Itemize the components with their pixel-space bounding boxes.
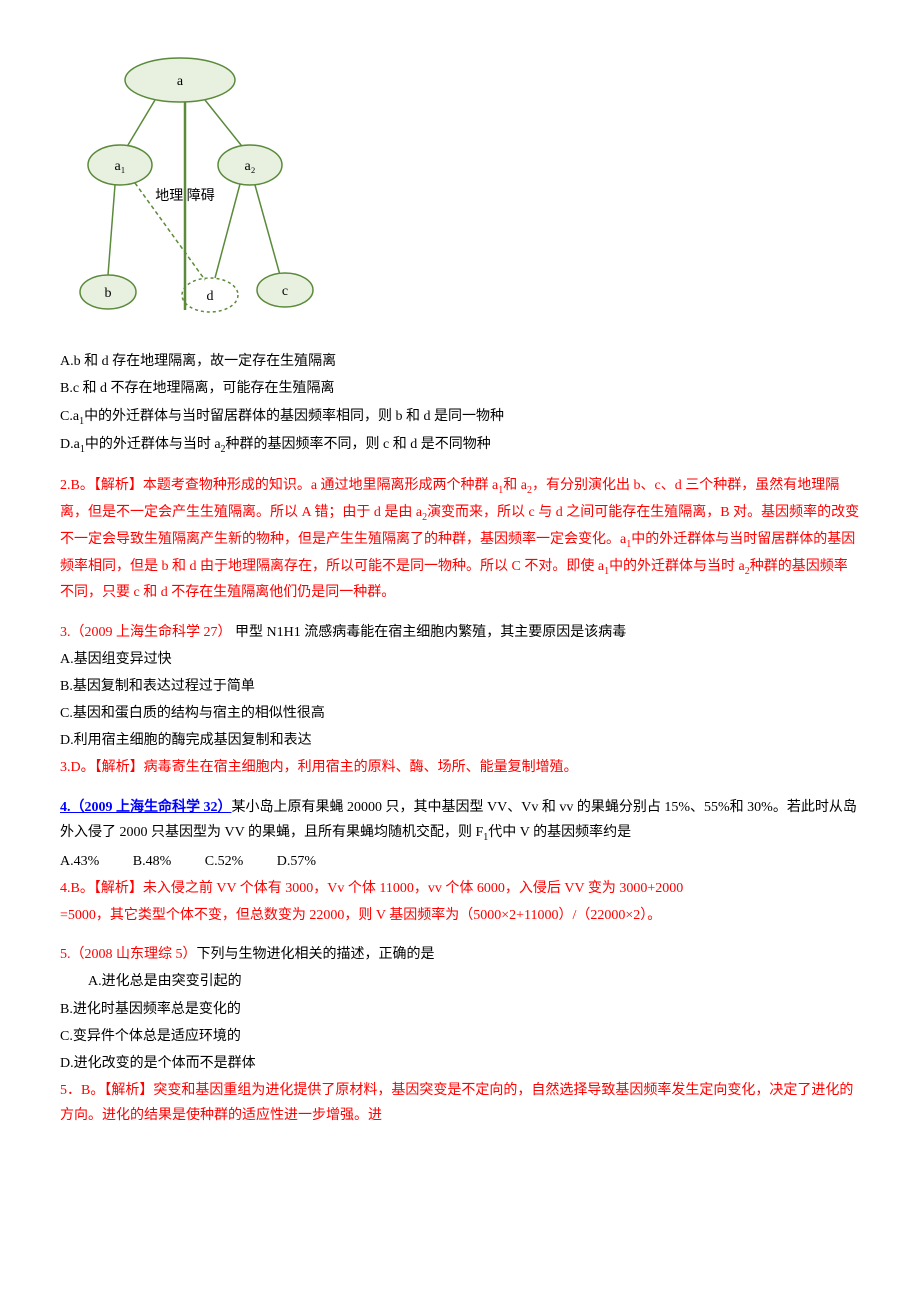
- q3-option-a: A.基因组变异过快: [60, 647, 860, 672]
- svg-text:a: a: [177, 74, 184, 89]
- q5-option-c: C.变异件个体总是适应环境的: [60, 1024, 860, 1049]
- species-diagram: a a₁ a₂ 地理 障碍 b d c: [70, 50, 860, 339]
- question-2-options: A.b 和 d 存在地理隔离，故一定存在生殖隔离 B.c 和 d 不存在地理隔离…: [60, 349, 860, 459]
- q3-option-b: B.基因复制和表达过程过于简单: [60, 674, 860, 699]
- question-4: 4.（2009 上海生命科学 32）某小岛上原有果蝇 20000 只，其中基因型…: [60, 795, 860, 929]
- q2-option-b: B.c 和 d 不存在地理隔离，可能存在生殖隔离: [60, 376, 860, 401]
- q5-option-d: D.进化改变的是个体而不是群体: [60, 1051, 860, 1076]
- svg-text:d: d: [207, 289, 214, 304]
- svg-text:b: b: [105, 286, 112, 301]
- q2-option-c: C.a1中的外迁群体与当时留居群体的基因频率相同，则 b 和 d 是同一物种: [60, 404, 860, 431]
- q4-option-a: A.43%: [60, 854, 99, 869]
- q4-analysis-2: =5000，其它类型个体不变，但总数变为 22000，则 V 基因频率为（500…: [60, 903, 860, 928]
- q2-analysis: 2.B。【解析】本题考查物种形成的知识。a 通过地里隔离形成两个种群 a1和 a…: [60, 473, 860, 605]
- svg-text:c: c: [282, 284, 288, 299]
- q5-option-a: A.进化总是由突变引起的: [60, 969, 860, 994]
- q5-stem: 5.（2008 山东理综 5）下列与生物进化相关的描述，正确的是: [60, 942, 860, 967]
- q2-option-a: A.b 和 d 存在地理隔离，故一定存在生殖隔离: [60, 349, 860, 374]
- q4-stem: 4.（2009 上海生命科学 32）某小岛上原有果蝇 20000 只，其中基因型…: [60, 795, 860, 847]
- q5-option-b: B.进化时基因频率总是变化的: [60, 997, 860, 1022]
- q2-option-d: D.a1中的外迁群体与当时 a2种群的基因频率不同，则 c 和 d 是不同物种: [60, 432, 860, 459]
- svg-text:地理 障碍: 地理 障碍: [155, 188, 215, 204]
- question-3: 3.（2009 上海生命科学 27） 甲型 N1H1 流感病毒能在宿主细胞内繁殖…: [60, 620, 860, 781]
- q3-option-d: D.利用宿主细胞的酶完成基因复制和表达: [60, 728, 860, 753]
- q4-options: A.43% B.48% C.52% D.57%: [60, 849, 860, 874]
- svg-text:a₂: a₂: [244, 159, 255, 174]
- q3-analysis: 3.D。【解析】病毒寄生在宿主细胞内，利用宿主的原料、酶、场所、能量复制增殖。: [60, 755, 860, 780]
- question-5: 5.（2008 山东理综 5）下列与生物进化相关的描述，正确的是 A.进化总是由…: [60, 942, 860, 1128]
- q4-option-c: C.52%: [205, 854, 244, 869]
- q5-analysis: 5．B。【解析】突变和基因重组为进化提供了原材料，基因突变是不定向的，自然选择导…: [60, 1078, 860, 1128]
- q4-option-b: B.48%: [133, 854, 172, 869]
- svg-text:a₁: a₁: [114, 159, 125, 174]
- q3-stem: 3.（2009 上海生命科学 27） 甲型 N1H1 流感病毒能在宿主细胞内繁殖…: [60, 620, 860, 645]
- q4-analysis-1: 4.B。【解析】未入侵之前 VV 个体有 3000，Vv 个体 11000，vv…: [60, 876, 860, 901]
- q3-option-c: C.基因和蛋白质的结构与宿主的相似性很高: [60, 701, 860, 726]
- q4-option-d: D.57%: [277, 854, 316, 869]
